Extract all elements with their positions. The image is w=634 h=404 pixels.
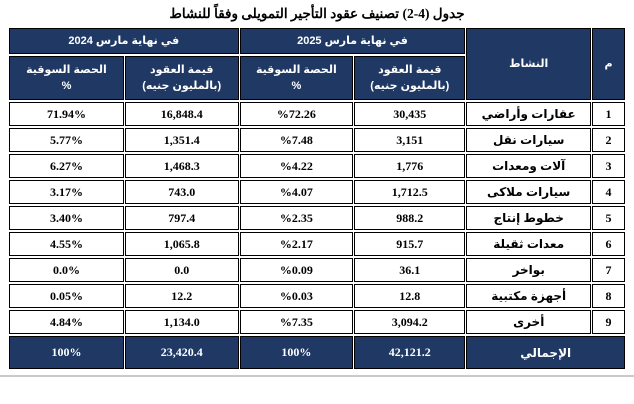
row-share-2025: %4.22 [239,154,354,178]
row-activity: آلات ومعدات [466,154,592,178]
table-footer: الإجمالي 42,121.2 100% 23,420.4 100% [9,336,625,369]
row-share-2024: 3.17% [9,180,124,204]
header-share-line1: الحصة السوقية [26,63,107,76]
header-share-2024: الحصة السوقية % [9,56,124,100]
row-value-2024: 1,351.4 [124,128,239,152]
page-title: جدول (4-2) تصنيف عقود التأجير التمويلى و… [169,6,465,21]
table-row: 1 عقارات وأراضي 30,435 %72.26 16,848.4 7… [9,102,625,126]
table-row: 9 أخرى 3,094.2 %7.35 1,134.0 4.84% [9,310,625,334]
page-bottom-divider [0,375,634,377]
table-row: 6 معدات ثقيلة 915.7 %2.17 1,065.8 4.55% [9,232,625,256]
row-serial: 7 [592,258,625,282]
header-activity: النشاط [466,28,592,100]
lease-classification-table: م النشاط في نهاية مارس 2025 في نهاية مار… [8,26,626,371]
row-value-2025: 915.7 [354,232,466,256]
table-body: 1 عقارات وأراضي 30,435 %72.26 16,848.4 7… [9,102,625,334]
row-value-2025: 1,712.5 [354,180,466,204]
header-period-2024: في نهاية مارس 2024 [9,28,239,54]
row-value-2024: 12.2 [124,284,239,308]
row-serial: 5 [592,206,625,230]
row-share-2025: %7.48 [239,128,354,152]
row-activity: معدات ثقيلة [466,232,592,256]
row-share-2025: %2.17 [239,232,354,256]
header-share-2025: الحصة السوقية % [239,56,354,100]
row-activity: أجهزة مكتبية [466,284,592,308]
header-value-2025: قيمة العقود (بالمليون جنيه) [354,56,466,100]
row-serial: 3 [592,154,625,178]
total-value-2025: 42,121.2 [354,336,466,369]
table-row: 5 خطوط إنتاج 988.2 %2.35 797.4 3.40% [9,206,625,230]
row-share-2025: %72.26 [239,102,354,126]
total-share-2024: 100% [9,336,124,369]
total-share-2025: 100% [239,336,354,369]
header-value-line2: (بالمليون جنيه) [142,80,222,92]
row-value-2025: 3,094.2 [354,310,466,334]
row-activity: خطوط إنتاج [466,206,592,230]
header-share-line2: % [291,80,302,92]
row-share-2024: 4.84% [9,310,124,334]
total-value-2024: 23,420.4 [124,336,239,369]
row-share-2024: 5.77% [9,128,124,152]
row-share-2025: %0.03 [239,284,354,308]
row-value-2024: 1,468.3 [124,154,239,178]
row-value-2024: 0.0 [124,258,239,282]
table-row: 3 آلات ومعدات 1,776 %4.22 1,468.3 6.27% [9,154,625,178]
header-value-2024: قيمة العقود (بالمليون جنيه) [124,56,239,100]
row-activity: بواخر [466,258,592,282]
row-activity: أخرى [466,310,592,334]
table-row: 7 بواخر 36.1 %0.09 0.0 0.0% [9,258,625,282]
header-share-line2: % [61,80,72,92]
row-share-2024: 6.27% [9,154,124,178]
row-share-2024: 4.55% [9,232,124,256]
row-serial: 6 [592,232,625,256]
row-value-2025: 1,776 [354,154,466,178]
row-share-2025: %0.09 [239,258,354,282]
row-activity: سيارات ملاكى [466,180,592,204]
header-period-2025: في نهاية مارس 2025 [239,28,466,54]
row-value-2025: 988.2 [354,206,466,230]
row-share-2024: 3.40% [9,206,124,230]
row-share-2025: %7.35 [239,310,354,334]
table-row: 8 أجهزة مكتبية 12.8 %0.03 12.2 0.05% [9,284,625,308]
row-serial: 4 [592,180,625,204]
header-value-line1: قيمة العقود [150,63,214,76]
table-header: م النشاط في نهاية مارس 2025 في نهاية مار… [9,28,625,100]
total-row: الإجمالي 42,121.2 100% 23,420.4 100% [9,336,625,369]
table-row: 4 سيارات ملاكى 1,712.5 %4.07 743.0 3.17% [9,180,625,204]
row-share-2024: 0.0% [9,258,124,282]
header-value-line1: قيمة العقود [378,63,442,76]
row-value-2025: 36.1 [354,258,466,282]
row-share-2025: %2.35 [239,206,354,230]
row-value-2025: 30,435 [354,102,466,126]
row-value-2024: 1,065.8 [124,232,239,256]
row-serial: 9 [592,310,625,334]
row-serial: 2 [592,128,625,152]
row-activity: عقارات وأراضي [466,102,592,126]
header-serial: م [592,28,625,100]
table-row: 2 سيارات نقل 3,151 %7.48 1,351.4 5.77% [9,128,625,152]
row-value-2025: 12.8 [354,284,466,308]
row-value-2025: 3,151 [354,128,466,152]
header-share-line1: الحصة السوقية [255,63,337,76]
row-value-2024: 1,134.0 [124,310,239,334]
total-label: الإجمالي [466,336,625,369]
row-serial: 1 [592,102,625,126]
row-value-2024: 743.0 [124,180,239,204]
row-share-2024: 0.05% [9,284,124,308]
row-share-2024: 71.94% [9,102,124,126]
row-share-2025: %4.07 [239,180,354,204]
row-serial: 8 [592,284,625,308]
row-value-2024: 797.4 [124,206,239,230]
row-activity: سيارات نقل [466,128,592,152]
header-value-line2: (بالمليون جنيه) [370,80,450,92]
row-value-2024: 16,848.4 [124,102,239,126]
